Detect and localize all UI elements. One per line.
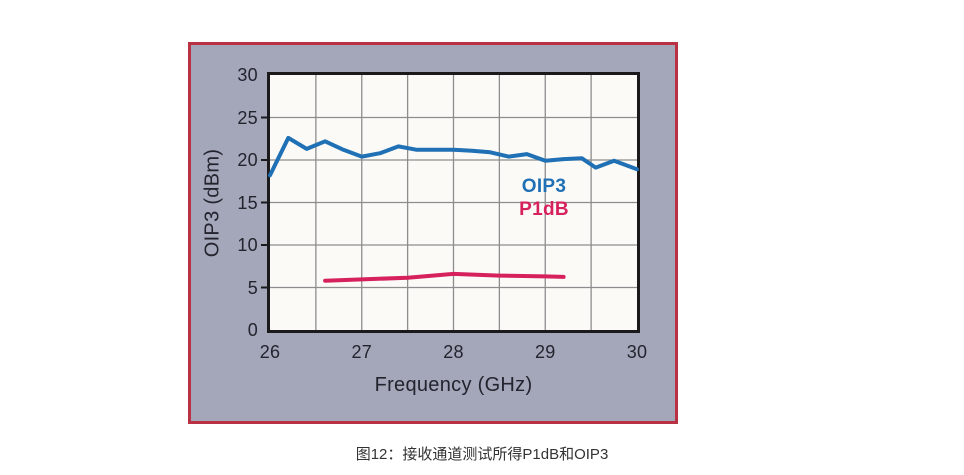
y-tick-label: 25 [237, 107, 258, 128]
y-tick-label: 30 [237, 65, 258, 85]
figure-caption: 图12：接收通道测试所得P1dB和OIP3 [355, 446, 609, 463]
x-tick-label: 26 [259, 342, 281, 362]
figure-panel: OIP3 (dBm) 30 25 20 15 10 5 0 26 27 28 29 30 OIP3 P… [188, 42, 678, 424]
y-tick-label: 10 [237, 235, 258, 255]
y-tick-label: 5 [247, 277, 258, 298]
chart-canvas [261, 75, 639, 330]
x-tick-label: 29 [534, 342, 556, 362]
legend-oip3: OIP3 [521, 176, 567, 197]
y-tick-label: 20 [237, 150, 258, 170]
x-tick-label: 27 [351, 342, 373, 362]
x-axis-title: Frequency (GHz) [374, 374, 533, 396]
plot-area: OIP3 P1dB [261, 72, 640, 333]
x-tick-label: 30 [626, 342, 648, 362]
y-tick-label: 0 [247, 320, 258, 340]
x-tick-label: 28 [443, 342, 464, 362]
y-tick-label: 15 [237, 192, 258, 213]
legend-p1db: P1dB [519, 199, 569, 220]
chart-legend: OIP3 P1dB [498, 175, 590, 221]
